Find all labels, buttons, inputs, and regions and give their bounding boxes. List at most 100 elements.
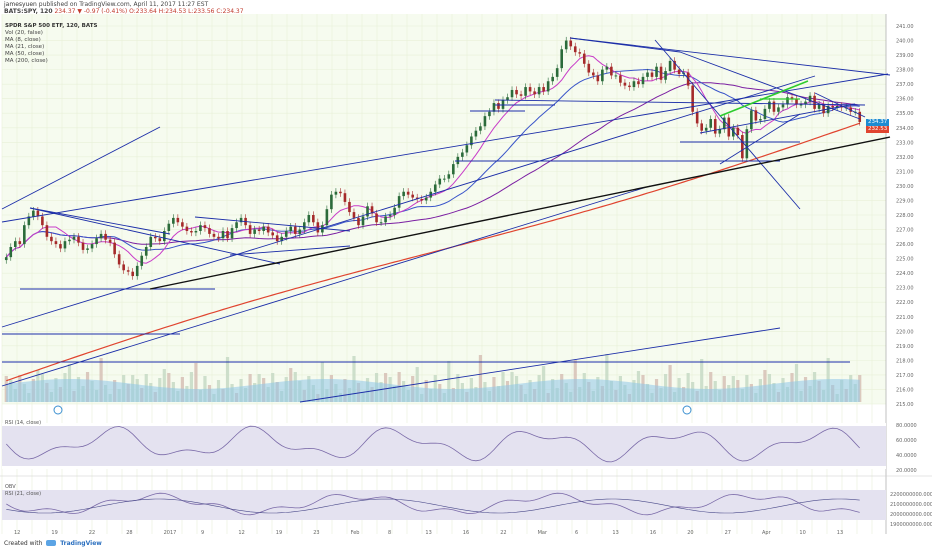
y-tick-label-12: 229.00 <box>896 198 914 204</box>
trendline-5[interactable] <box>1 75 816 328</box>
candle-body-109 <box>497 103 500 109</box>
candle-body-93 <box>424 197 428 201</box>
trendline-18[interactable] <box>299 327 781 403</box>
candle-body-124 <box>564 40 568 50</box>
candle-body-142 <box>646 72 649 77</box>
candle-body-41 <box>190 230 193 233</box>
candle-body-25 <box>117 254 121 265</box>
candle-body-141 <box>641 76 645 85</box>
x-tick-label-14: Mar <box>538 530 548 536</box>
candle-body-99 <box>452 164 455 175</box>
obv-tick-label-2: 2000000000.0000 <box>890 512 932 518</box>
trendline-9[interactable] <box>679 51 861 120</box>
y-tick-label-23: 218.00 <box>896 358 914 364</box>
rsi-tick-label-3: 20.0000 <box>896 468 917 474</box>
candle-body-1 <box>9 246 13 258</box>
candle-body-152 <box>691 85 694 112</box>
trendline-11[interactable] <box>494 99 866 106</box>
candle-body-32 <box>149 236 153 247</box>
dividend-marker-2[interactable] <box>682 405 692 415</box>
candle-body-130 <box>592 72 595 76</box>
candle-body-129 <box>587 63 591 73</box>
trendline-8[interactable] <box>654 39 801 210</box>
y-tick-label-6: 235.00 <box>896 111 914 117</box>
dividend-marker-1[interactable] <box>53 405 63 415</box>
y-tick-label-17: 224.00 <box>896 271 914 277</box>
x-tick-label-16: 13 <box>612 530 618 536</box>
candle-body-30 <box>140 255 144 266</box>
candle-body-143 <box>650 72 654 77</box>
rsi-line <box>6 425 860 463</box>
candle-body-98 <box>447 174 451 179</box>
candle-body-135 <box>614 75 618 77</box>
candle-body-119 <box>542 87 545 92</box>
candle-body-187 <box>849 107 853 112</box>
trendline-4[interactable] <box>1 185 651 387</box>
trendline-19[interactable] <box>29 207 171 235</box>
y-tick-label-9: 232.00 <box>896 155 914 161</box>
tradingview-link[interactable]: TradingView <box>60 540 102 547</box>
y-tick-label-16: 225.00 <box>896 257 914 263</box>
candle-body-182 <box>826 105 830 114</box>
y-tick-label-7: 234.00 <box>896 126 914 132</box>
candle-body-18 <box>86 248 89 250</box>
legend-item-ma8[interactable]: MA (8, close) <box>5 37 41 43</box>
candle-body-115 <box>524 87 527 96</box>
legend-item-volume[interactable]: Vol (20, false) <box>5 30 43 36</box>
candle-body-125 <box>569 40 573 47</box>
price-chart[interactable]: 241.00 240.00 239.00 238.00 237.00 236.00 235.… <box>0 14 932 538</box>
candle-body-65 <box>298 229 302 234</box>
x-tick-label-22: 13 <box>837 530 843 536</box>
candle-body-26 <box>122 264 125 271</box>
candle-body-59 <box>271 232 274 236</box>
x-tick-label-0: 12 <box>14 530 20 536</box>
trendline-7[interactable] <box>569 37 681 53</box>
candle-body-46 <box>212 233 216 237</box>
candle-body-7 <box>36 210 40 217</box>
y-tick-label-20: 221.00 <box>896 315 914 321</box>
volume-bar-41 <box>189 372 194 402</box>
trendline-20[interactable] <box>194 216 351 232</box>
author-name[interactable]: jamesyuen <box>4 1 37 8</box>
candle-body-133 <box>605 66 609 70</box>
obv-tick-label-3: 1900000000.0000 <box>890 522 932 528</box>
candle-body-180 <box>817 104 821 109</box>
x-tick-label-21: 10 <box>799 530 805 536</box>
candle-body-62 <box>284 230 288 237</box>
candle-body-92 <box>420 199 424 201</box>
footer: Created with TradingView <box>0 538 932 550</box>
x-tick-label-19: 27 <box>725 530 731 536</box>
trendline-21[interactable] <box>229 245 351 256</box>
candle-body-20 <box>95 238 98 245</box>
candle-body-55 <box>253 229 256 234</box>
trendline-6[interactable] <box>569 37 891 76</box>
x-tick-label-6: 12 <box>238 530 244 536</box>
candle-body-47 <box>217 236 220 239</box>
candle-body-74 <box>339 191 342 194</box>
trendline-10[interactable] <box>699 103 856 134</box>
trendline-23[interactable] <box>814 92 866 118</box>
y-tick-label-24: 217.00 <box>896 373 914 379</box>
candle-body-175 <box>795 98 798 105</box>
candle-body-51 <box>235 222 238 229</box>
publish-info: published on TradingView.com, April 11, … <box>38 1 209 8</box>
candle-body-91 <box>415 197 419 200</box>
legend-item-ma200[interactable]: MA (200, close) <box>5 58 48 64</box>
legend-item-ma50[interactable]: MA (50, close) <box>5 51 45 57</box>
candle-body-121 <box>551 76 554 82</box>
y-tick-label-4: 237.00 <box>896 82 914 88</box>
candle-body-96 <box>438 178 442 185</box>
candle-body-37 <box>172 217 175 224</box>
trendline-15[interactable] <box>719 113 801 165</box>
volume-bar-42 <box>194 363 198 402</box>
x-tick-label-2: 22 <box>89 530 95 536</box>
candle-body-176 <box>799 104 803 106</box>
candle-body-161 <box>732 127 735 137</box>
candle-body-14 <box>68 239 71 242</box>
trendline-0[interactable] <box>1 126 161 210</box>
long-support-line[interactable] <box>149 136 891 290</box>
legend-item-ma21[interactable]: MA (21, close) <box>5 44 45 50</box>
candle-body-106 <box>483 116 487 127</box>
candle-body-105 <box>479 126 482 131</box>
candle-body-178 <box>808 95 812 102</box>
